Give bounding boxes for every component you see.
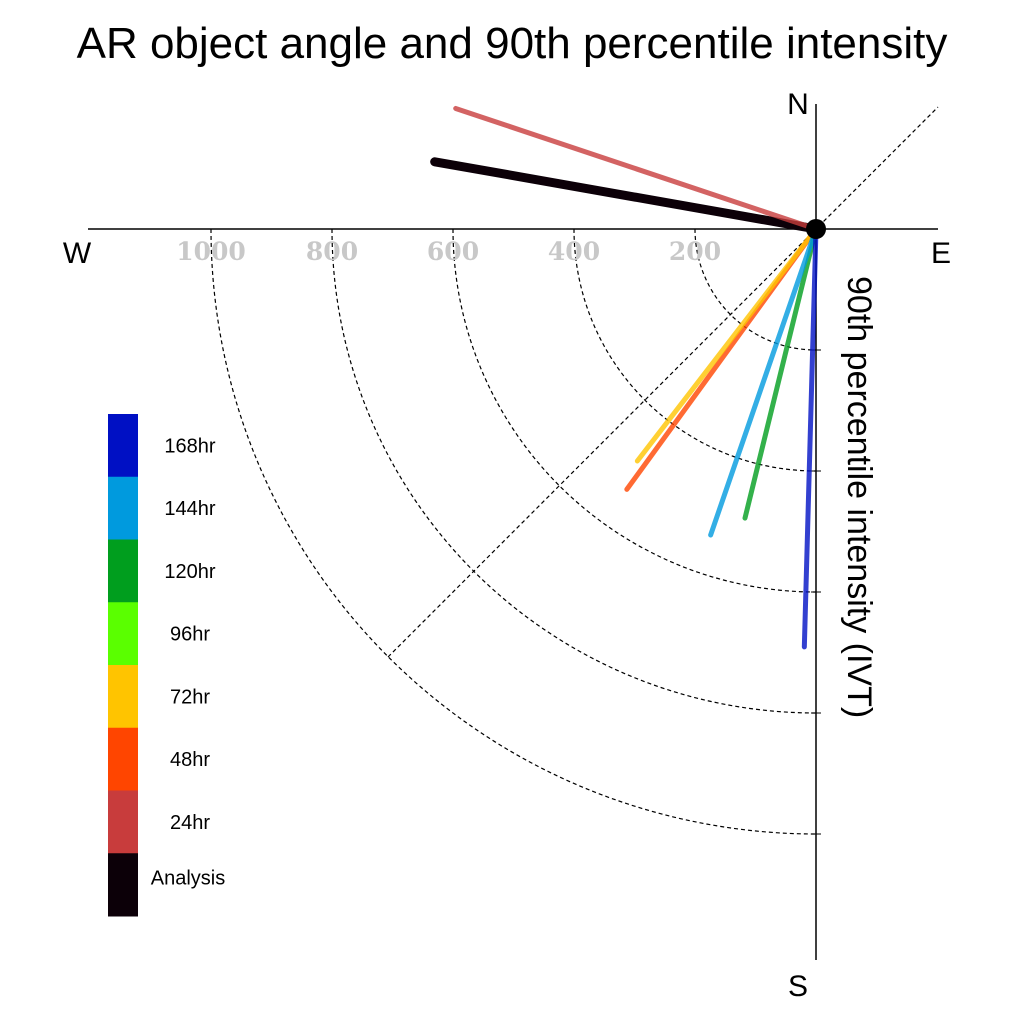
ring-label-600: 600: [427, 237, 479, 266]
ring-label-800: 800: [306, 237, 358, 266]
legend-swatch-72hr: [108, 665, 138, 729]
legend-swatch-48hr: [108, 727, 138, 791]
vector-24hr: [453, 105, 819, 232]
legend: 168hr 144hr 120hr 96hr 72hr 48hr 24hr Analysis: [108, 414, 225, 917]
intensity-axis-label: 90th percentile intensity (IVT): [840, 276, 878, 718]
vector-120hr: [742, 226, 819, 521]
ring-label-200: 200: [669, 237, 721, 266]
legend-label-24hr: 24hr: [170, 812, 210, 834]
vector-168hr: [801, 226, 819, 650]
legend-label-72hr: 72hr: [170, 686, 210, 708]
radial-tick-labels: 1000 800 600 400 200: [176, 237, 721, 266]
compass-east-label: E: [931, 237, 951, 270]
vector-lines: [430, 105, 821, 650]
compass-west-label: W: [63, 237, 92, 270]
legend-swatch-96hr: [108, 602, 138, 666]
ring-label-1000: 1000: [176, 237, 246, 266]
origin-point: [806, 219, 826, 239]
legend-swatch-144hr: [108, 476, 138, 540]
legend-swatch-120hr: [108, 539, 138, 603]
radial-ring-400: [573, 228, 817, 472]
legend-label-96hr: 96hr: [170, 624, 210, 646]
chart-title: AR object angle and 90th percentile inte…: [77, 19, 948, 68]
compass-south-label: S: [788, 970, 808, 1003]
legend-label-analysis: Analysis: [151, 868, 225, 890]
vector-144hr: [708, 226, 819, 538]
legend-label-120hr: 120hr: [164, 561, 215, 583]
legend-swatch-24hr: [108, 790, 138, 854]
legend-label-144hr: 144hr: [164, 498, 215, 520]
radial-ring-1000: [210, 228, 817, 835]
ring-label-400: 400: [548, 237, 600, 266]
legend-swatch-analysis: [108, 853, 138, 917]
legend-label-168hr: 168hr: [164, 435, 215, 457]
vector-analysis: [430, 157, 821, 234]
diagonal-reference-line: [387, 106, 939, 658]
radial-ring-600: [452, 228, 817, 593]
legend-label-48hr: 48hr: [170, 749, 210, 771]
legend-swatch-168hr: [108, 414, 138, 478]
compass-north-label: N: [787, 88, 809, 121]
vector-72hr: [634, 226, 819, 464]
